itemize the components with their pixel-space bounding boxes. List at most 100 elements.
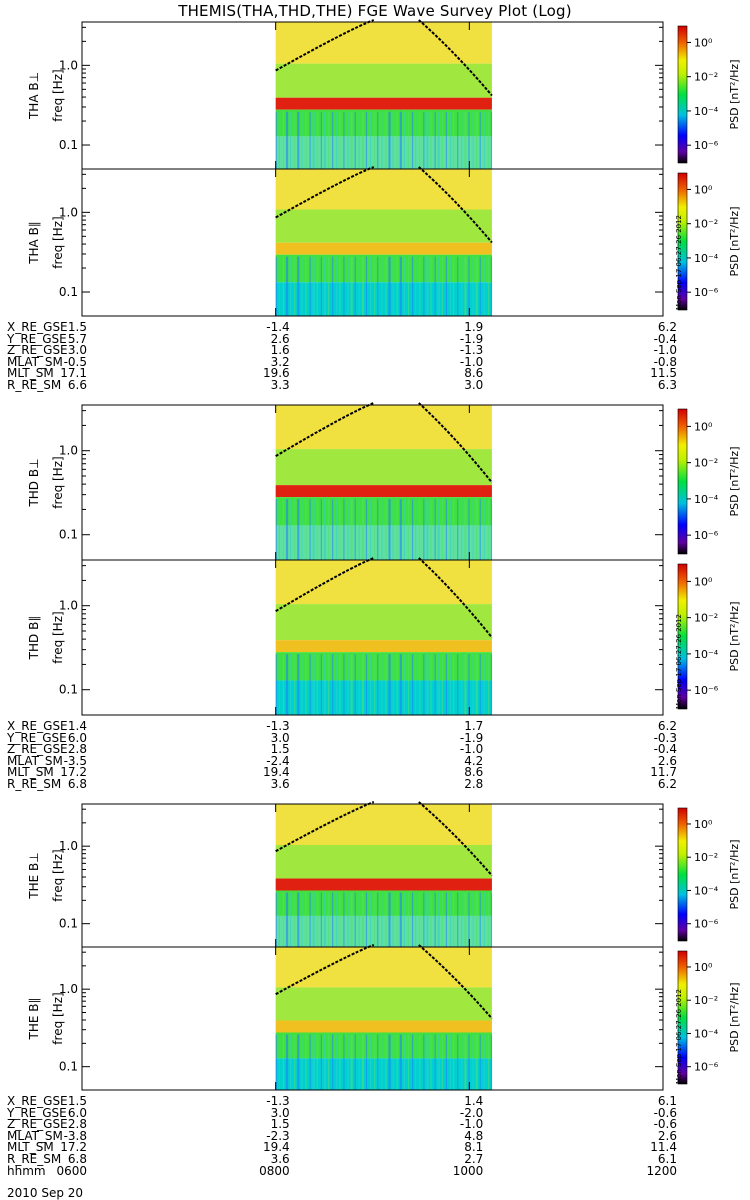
noise-stripe	[323, 499, 326, 560]
noise-stripe	[377, 256, 379, 316]
ephemeris-value: -2.3	[266, 1128, 290, 1143]
noise-stripe	[327, 1034, 330, 1090]
spectrogram-tha-perp	[275, 19, 493, 169]
colorbar-tick-label: 10⁻⁶	[694, 139, 719, 152]
colorbar-label: PSD [nT²/Hz]	[728, 982, 741, 1052]
ephemeris-value: -1.0	[459, 354, 484, 369]
noise-stripe	[430, 499, 432, 560]
noise-stripe	[400, 1034, 402, 1090]
noise-stripe	[298, 892, 300, 947]
noise-stripe	[385, 256, 387, 316]
colorbar-tick-label: 10⁻⁴	[694, 648, 719, 661]
noise-stripe	[297, 892, 299, 947]
noise-stripe	[403, 111, 405, 169]
ephemeris-label: Y_RE_GSE	[7, 1105, 67, 1120]
noise-stripe	[385, 654, 387, 715]
noise-stripe	[392, 256, 394, 316]
ephemeris-value: 3.0	[270, 730, 290, 745]
ephemeris-value: 17.1	[60, 366, 87, 381]
noise-stripe	[286, 892, 289, 947]
x-tick-label: 0800	[259, 1163, 290, 1178]
noise-stripe	[423, 654, 425, 715]
noise-stripe	[377, 499, 379, 560]
noise-stripe	[286, 1034, 289, 1090]
noise-stripe	[392, 654, 394, 715]
noise-stripe	[312, 256, 314, 316]
noise-stripe	[332, 499, 334, 560]
noise-stripe	[297, 499, 299, 560]
noise-stripe	[350, 1034, 352, 1090]
noise-stripe	[476, 892, 478, 947]
ephemeris-value: 3.3	[270, 377, 290, 392]
noise-stripe	[452, 499, 455, 560]
noise-stripe	[327, 111, 330, 169]
noise-stripe	[309, 256, 311, 316]
ephemeris-value: -1.3	[266, 1094, 290, 1108]
ephemeris-row: Z_RE_GSE 2.8 1.5 -1.0 -0.4	[7, 743, 707, 756]
date-label: 2010 Sep 20	[7, 1186, 84, 1200]
noise-stripe	[476, 499, 478, 560]
noise-stripe	[437, 654, 439, 715]
spectrogram-the-perp	[275, 801, 493, 947]
noise-stripe	[437, 892, 439, 947]
noise-stripe	[324, 111, 327, 169]
noise-stripe	[415, 111, 417, 169]
noise-stripe	[297, 256, 299, 316]
noise-stripe	[305, 256, 307, 316]
noise-stripe	[316, 654, 318, 715]
noise-stripe	[483, 654, 485, 715]
noise-stripe	[487, 499, 490, 560]
noise-stripe	[457, 654, 459, 715]
ephemeris-value: 2.6	[657, 1128, 677, 1143]
noise-stripe	[278, 111, 280, 169]
noise-stripe	[369, 256, 372, 316]
gyrofrequency-curve	[418, 402, 493, 484]
colorbar-label: PSD [nT²/Hz]	[728, 839, 741, 909]
noise-stripe	[392, 1034, 394, 1090]
noise-stripe	[464, 256, 466, 316]
noise-stripe	[400, 111, 402, 169]
noise-stripe	[430, 111, 432, 169]
noise-stripe	[354, 111, 356, 169]
panel-yunit: freq [Hz]	[51, 992, 65, 1044]
noise-stripe	[316, 892, 318, 947]
noise-stripe	[354, 892, 356, 947]
noise-stripe	[411, 892, 414, 947]
y-tick-label: 1.0	[59, 839, 78, 853]
noise-stripe	[472, 892, 474, 947]
noise-stripe	[354, 1034, 356, 1090]
noise-stripe	[490, 892, 493, 947]
noise-stripe	[324, 892, 327, 947]
noise-stripe	[336, 892, 338, 947]
ephemeris-value: -2.4	[266, 753, 290, 768]
noise-stripe	[343, 654, 345, 715]
noise-stripe	[490, 654, 493, 715]
ephemeris-row: MLAT_SM -3.5 -2.4 4.2 2.6	[7, 753, 707, 768]
noise-stripe	[388, 499, 390, 560]
panel-yunit: freq [Hz]	[51, 456, 65, 508]
ephemeris-row: X_RE_GSE 1.5 -1.3 1.4 6.1	[7, 1094, 707, 1108]
noise-stripe	[483, 111, 485, 169]
noise-stripe	[441, 256, 443, 316]
noise-stripe	[389, 892, 391, 947]
ephemeris-value: -0.4	[653, 331, 677, 346]
noise-stripe	[365, 1034, 368, 1090]
panel-yunit: freq [Hz]	[51, 849, 65, 901]
noise-stripe	[483, 499, 485, 560]
noise-stripe	[332, 256, 334, 316]
noise-stripe	[490, 499, 493, 560]
noise-stripe	[275, 654, 277, 715]
spectrogram-the-par	[275, 944, 493, 1090]
noise-stripe	[354, 256, 356, 316]
noise-stripe	[465, 654, 467, 715]
noise-stripe	[312, 892, 314, 947]
noise-stripe	[309, 892, 311, 947]
ephemeris-value: 3.0	[270, 1105, 290, 1120]
ephemeris-value: 17.2	[60, 765, 87, 780]
noise-stripe	[452, 1034, 455, 1090]
noise-stripe	[282, 111, 285, 169]
noise-stripe	[483, 892, 485, 947]
gyrofrequency-curve	[418, 944, 493, 1020]
ephemeris-value: 8.6	[464, 366, 484, 381]
